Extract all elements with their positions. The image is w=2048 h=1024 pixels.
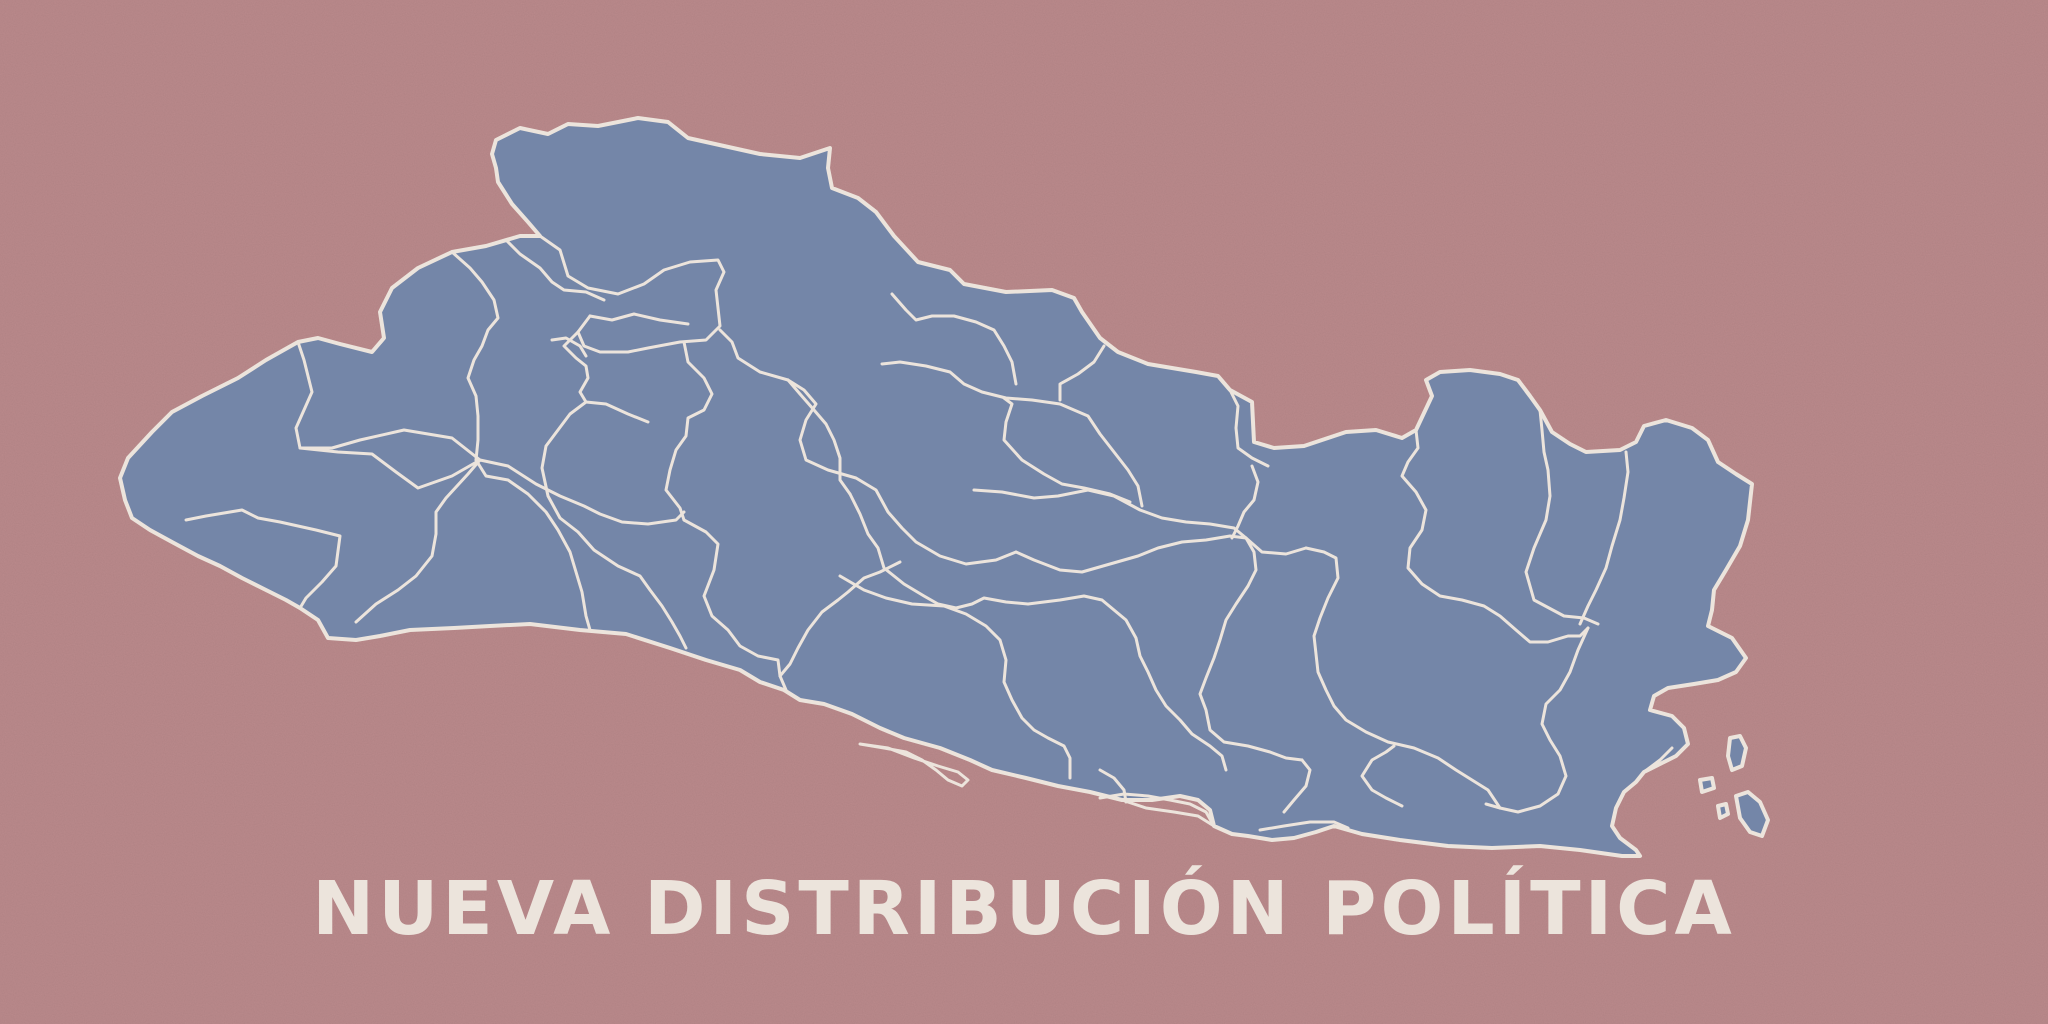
border-30 <box>450 250 500 462</box>
border-25 <box>1484 626 1590 814</box>
island-east-2 <box>1734 790 1770 838</box>
border-12 <box>972 488 1308 556</box>
border-31 <box>550 336 588 358</box>
border-4 <box>538 234 726 354</box>
island-east-3 <box>1698 776 1716 794</box>
border-29 <box>504 238 606 302</box>
border-15 <box>540 400 688 650</box>
border-1 <box>294 340 686 526</box>
border-7 <box>664 340 714 522</box>
border-3 <box>298 428 482 624</box>
island-east-1 <box>1726 734 1748 772</box>
border-34 <box>1228 388 1270 468</box>
lagoon-2 <box>1098 792 1216 828</box>
border-19 <box>1026 594 1228 772</box>
border-17 <box>778 560 902 678</box>
border-14 <box>682 518 788 692</box>
border-6 <box>588 312 690 326</box>
border-22 <box>1304 546 1502 810</box>
border-32 <box>890 292 1018 386</box>
border-27 <box>1360 744 1404 808</box>
border-2 <box>184 508 342 610</box>
border-36 <box>1120 798 1216 828</box>
lagoon-1 <box>858 742 970 788</box>
coastal-lagoons <box>858 742 1674 832</box>
coastal-islands <box>1698 734 1770 838</box>
border-26 <box>1578 450 1630 626</box>
department-borders <box>184 234 1630 828</box>
border-24 <box>1524 408 1600 626</box>
country-landmass <box>118 116 1754 858</box>
border-18 <box>838 574 1072 780</box>
border-5 <box>562 330 650 424</box>
lagoon-3 <box>1258 820 1350 832</box>
border-8 <box>718 328 1018 566</box>
border-21 <box>1198 536 1304 762</box>
lagoon-4 <box>1642 746 1674 774</box>
border-23 <box>1400 428 1590 644</box>
map-title: NUEVA DISTRIBUCIÓN POLÍTICA <box>312 866 1736 952</box>
border-13 <box>848 492 1030 610</box>
country-outline <box>118 116 1754 858</box>
border-37 <box>1098 768 1128 804</box>
border-16 <box>474 458 592 632</box>
border-20 <box>1014 534 1248 574</box>
island-east-4 <box>1716 802 1730 820</box>
border-35 <box>1230 464 1260 540</box>
border-33 <box>1058 344 1106 402</box>
border-10 <box>880 360 1144 508</box>
border-28 <box>1282 758 1312 814</box>
border-9 <box>786 378 852 496</box>
